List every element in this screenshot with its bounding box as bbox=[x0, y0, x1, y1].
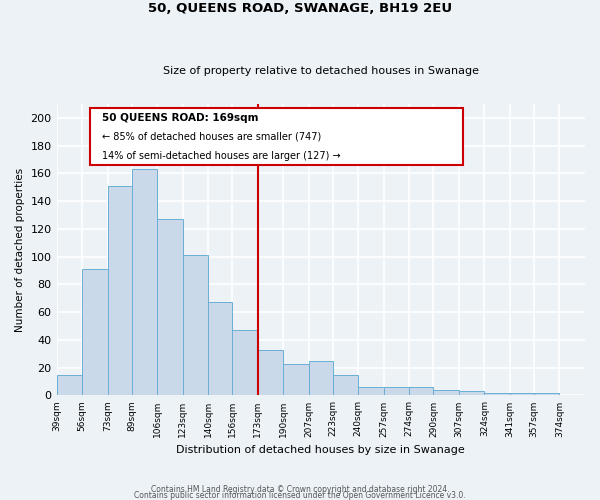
Bar bbox=[333, 374, 358, 396]
Bar bbox=[358, 387, 384, 396]
Bar bbox=[131, 170, 157, 396]
Bar bbox=[258, 350, 283, 396]
Text: 14% of semi-detached houses are larger (127) →: 14% of semi-detached houses are larger (… bbox=[101, 150, 340, 160]
Bar bbox=[208, 302, 232, 396]
Bar bbox=[309, 360, 333, 396]
Bar bbox=[107, 186, 131, 396]
Bar bbox=[534, 392, 559, 396]
Bar bbox=[409, 387, 433, 396]
Text: 50 QUEENS ROAD: 169sqm: 50 QUEENS ROAD: 169sqm bbox=[101, 112, 258, 122]
Bar bbox=[433, 390, 459, 396]
Text: 50, QUEENS ROAD, SWANAGE, BH19 2EU: 50, QUEENS ROAD, SWANAGE, BH19 2EU bbox=[148, 2, 452, 16]
Bar bbox=[232, 330, 258, 396]
Bar bbox=[56, 374, 82, 396]
Text: ← 85% of detached houses are smaller (747): ← 85% of detached houses are smaller (74… bbox=[101, 132, 321, 141]
Bar bbox=[510, 392, 534, 396]
Bar bbox=[384, 387, 409, 396]
Bar bbox=[182, 256, 208, 396]
Title: Size of property relative to detached houses in Swanage: Size of property relative to detached ho… bbox=[163, 66, 479, 76]
Text: Contains public sector information licensed under the Open Government Licence v3: Contains public sector information licen… bbox=[134, 491, 466, 500]
Bar bbox=[82, 269, 107, 396]
Text: Contains HM Land Registry data © Crown copyright and database right 2024.: Contains HM Land Registry data © Crown c… bbox=[151, 484, 449, 494]
Bar bbox=[157, 219, 182, 396]
Bar bbox=[484, 392, 510, 396]
X-axis label: Distribution of detached houses by size in Swanage: Distribution of detached houses by size … bbox=[176, 445, 465, 455]
FancyBboxPatch shape bbox=[89, 108, 463, 165]
Bar bbox=[459, 392, 484, 396]
Y-axis label: Number of detached properties: Number of detached properties bbox=[15, 168, 25, 332]
Bar bbox=[283, 364, 309, 396]
